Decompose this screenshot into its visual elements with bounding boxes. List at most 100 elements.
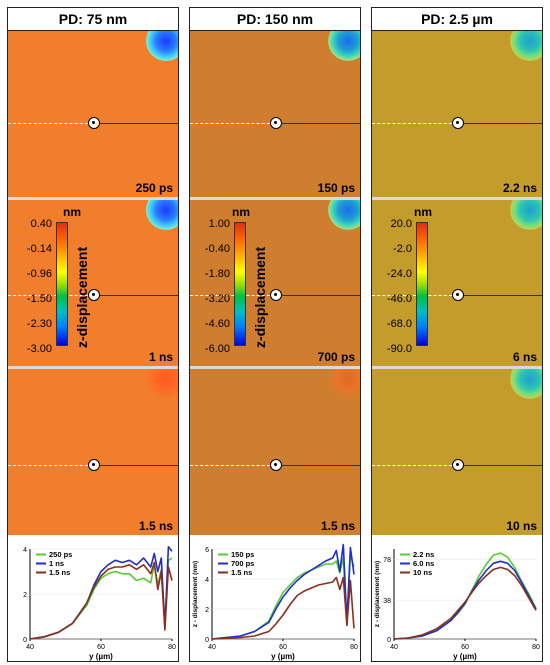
chart-panel: 0 2 4 40 60 80 y (µm) 250 ps 1 ns 1.5 ns: [8, 543, 178, 661]
separator: [372, 197, 542, 200]
colorbar-tick: 20.0: [390, 218, 412, 230]
y-tick-label: 38: [383, 598, 391, 605]
y-tick-label: 0: [387, 637, 391, 644]
separator: [8, 366, 178, 369]
source-marker: [452, 459, 464, 471]
colorbar: [56, 222, 68, 346]
y-axis-label: z - displacement (nm): [374, 561, 381, 627]
source-marker: [452, 117, 464, 129]
colorbar-tick: 0.40: [30, 218, 52, 230]
y-tick-label: 4: [23, 547, 27, 554]
solid-line: [275, 465, 360, 466]
legend-label: 2.2 ns: [413, 550, 434, 559]
displacement-spot: [328, 369, 360, 399]
source-marker: [452, 289, 464, 301]
legend-label: 250 ps: [49, 550, 72, 559]
chart-panel: 0 38 78 40 60 80 y (µm) z - displacement (nm) 2.…: [372, 543, 542, 661]
source-marker: [88, 289, 100, 301]
colorbar-tick: -0.96: [26, 268, 52, 280]
legend-label: 1.5 ns: [49, 568, 70, 577]
colorbar-unit: nm: [232, 205, 250, 219]
map-panel-3: 10 ns: [372, 369, 542, 535]
map-panel-1: 2.2 ns: [372, 31, 542, 197]
legend-label: 1.5 ns: [231, 568, 252, 577]
y-tick-label: 78: [383, 557, 391, 564]
solid-line: [457, 465, 542, 466]
time-label: 1 ns: [148, 350, 173, 364]
displacement-spot: [146, 31, 178, 61]
column-pd-150nm: PD: 150 nm 150 ps nm 1.00 -0.40 -1.80 -3…: [189, 7, 361, 662]
colorbar-unit: nm: [414, 205, 432, 219]
map-panel-2: nm 20.0 -2.0 -24.0 -46.0 -68.0 -90.0 6 n…: [372, 200, 542, 366]
displacement-spot: [510, 31, 542, 61]
separator: [8, 197, 178, 200]
colorbar-tick: -3.00: [26, 343, 52, 355]
x-tick-label: 60: [279, 644, 287, 651]
colorbar-tick: -0.14: [26, 243, 52, 255]
colorbar-tick: -1.50: [26, 293, 52, 305]
x-tick-label: 80: [168, 644, 176, 651]
series-line-1: [211, 543, 355, 640]
colorbar-tick: -68.0: [386, 318, 412, 330]
y-tick-label: 2: [205, 607, 209, 614]
separator: [190, 197, 360, 200]
series-line-2: [393, 566, 537, 640]
colorbar-tick: -1.80: [204, 268, 230, 280]
time-label: 2.2 ns: [502, 181, 537, 195]
x-tick-label: 60: [97, 644, 105, 651]
displacement-spot: [510, 369, 542, 399]
dashed-line: [190, 123, 275, 124]
colorbar-tick: -2.0: [393, 243, 412, 255]
map-panel-3: 1.5 ns: [190, 369, 360, 535]
x-tick-label: 80: [350, 644, 358, 651]
chart-panel: 0 2 4 6 40 60 80 y (µm) z - displacement (nm) 150…: [190, 543, 360, 661]
colorbar-tick: -0.40: [204, 243, 230, 255]
solid-line: [275, 295, 360, 296]
time-label: 6 ns: [512, 350, 537, 364]
legend-label: 700 ps: [231, 559, 254, 568]
y-axis-label: z - displacement (nm): [192, 561, 199, 627]
dashed-line: [190, 295, 275, 296]
colorbar-tick: -90.0: [386, 343, 412, 355]
displacement-spot: [328, 200, 360, 230]
displacement-spot: [510, 200, 542, 230]
dashed-line: [8, 123, 93, 124]
colorbar-tick: -6.00: [204, 343, 230, 355]
y-tick-label: 0: [23, 637, 27, 644]
time-label: 1.5 ns: [320, 519, 355, 533]
source-marker: [270, 459, 282, 471]
dashed-line: [372, 295, 457, 296]
y-tick-label: 0: [205, 637, 209, 644]
line-chart: 0 2 4 6 40 60 80 y (µm) z - displacement (nm) 150…: [192, 543, 358, 661]
y-tick-label: 6: [205, 547, 209, 554]
y-tick-label: 2: [23, 592, 27, 599]
legend-label: 6.0 ns: [413, 559, 434, 568]
legend-label: 1 ns: [49, 559, 64, 568]
line-chart: 0 38 78 40 60 80 y (µm) z - displacement (nm) 2.…: [374, 549, 540, 661]
source-marker: [88, 459, 100, 471]
x-tick-label: 80: [532, 644, 540, 651]
line-chart: 0 2 4 40 60 80 y (µm) 250 ps1 ns1.5 ns: [23, 545, 176, 661]
dashed-line: [372, 465, 457, 466]
time-label: 150 ps: [317, 181, 355, 195]
colorbar-tick: 1.00: [208, 218, 230, 230]
x-axis-label: y (µm): [453, 652, 477, 661]
source-marker: [270, 289, 282, 301]
time-label: 1.5 ns: [138, 519, 173, 533]
colorbar-tick: -2.30: [26, 318, 52, 330]
y-tick-label: 4: [205, 577, 209, 584]
displacement-spot: [328, 31, 360, 61]
solid-line: [93, 465, 178, 466]
colorbar: [234, 222, 246, 346]
displacement-spot: [146, 369, 178, 399]
column-pd-2-5um: PD: 2.5 µm 2.2 ns nm 20.0 -2.0 -24.0 -46…: [371, 7, 543, 662]
x-tick-label: 60: [461, 644, 469, 651]
column-title: PD: 75 nm: [8, 8, 178, 31]
dashed-line: [372, 123, 457, 124]
column-pd-75nm: PD: 75 nm 250 ps nm 0.40 -0.14 -0.96 -1.…: [7, 7, 179, 662]
x-tick-label: 40: [26, 644, 34, 651]
solid-line: [93, 295, 178, 296]
colorbar-tick: -3.20: [204, 293, 230, 305]
dashed-line: [8, 295, 93, 296]
dashed-line: [190, 465, 275, 466]
